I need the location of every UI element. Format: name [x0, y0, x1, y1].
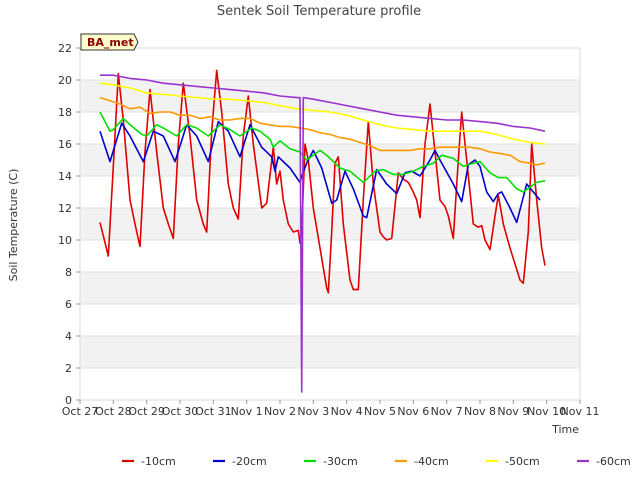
grid-band	[80, 208, 580, 240]
x-tick-label: Nov 7	[431, 405, 463, 418]
x-tick-label: Nov 9	[497, 405, 529, 418]
x-tick-label: Nov 3	[297, 405, 329, 418]
y-tick-label: 8	[65, 266, 72, 279]
y-tick-label: 22	[58, 42, 72, 55]
x-tick-label: Oct 30	[162, 405, 199, 418]
y-axis: 0 2 4 6 8 10 12 14 16 18 20 22	[58, 42, 80, 407]
x-tick-label: Nov 4	[331, 405, 363, 418]
grid-band	[80, 272, 580, 304]
x-axis-label: Time	[551, 423, 579, 436]
series-line-minus-50cm	[99, 82, 546, 145]
series-line-minus-30cm	[99, 111, 546, 193]
y-tick-label: 16	[58, 138, 72, 151]
x-tick-label: Oct 28	[95, 405, 132, 418]
x-tick-label: Nov 6	[397, 405, 429, 418]
legend-label: -30cm	[323, 455, 358, 468]
x-tick-label: Oct 27	[62, 405, 99, 418]
series-line-minus-10cm	[99, 69, 546, 294]
y-tick-label: 20	[58, 74, 72, 87]
grid-band	[80, 144, 580, 176]
y-tick-label: 6	[65, 298, 72, 311]
series-line-minus-40cm	[99, 96, 546, 166]
x-tick-label: Nov 10	[527, 405, 566, 418]
y-tick-label: 4	[65, 330, 72, 343]
legend: -10cm -20cm -30cm -40cm -50cm -60cm	[122, 455, 631, 468]
y-tick-label: 18	[58, 106, 72, 119]
grid-band	[80, 336, 580, 368]
legend-label: -10cm	[141, 455, 176, 468]
site-badge-box	[80, 33, 139, 51]
y-tick-label: 10	[58, 234, 72, 247]
x-tick-label: Nov 11	[561, 405, 600, 418]
plot-frame	[79, 47, 581, 401]
chart-title: Sentek Soil Temperature profile	[217, 4, 421, 19]
legend-label: -40cm	[414, 455, 449, 468]
site-badge: BA_met	[80, 33, 139, 51]
x-tick-label: Nov 1	[231, 405, 263, 418]
x-tick-label: Oct 31	[195, 405, 232, 418]
legend-label: -60cm	[596, 455, 631, 468]
grid-band	[80, 80, 580, 112]
series-lines	[99, 69, 546, 393]
y-tick-label: 12	[58, 202, 72, 215]
y-tick-label: 0	[65, 394, 72, 407]
x-tick-label: Oct 29	[128, 405, 165, 418]
legend-label: -50cm	[505, 455, 540, 468]
series-line-minus-20cm	[99, 120, 541, 224]
y-axis-label: Soil Temperature (C)	[7, 169, 20, 282]
x-tick-label: Nov 8	[464, 405, 496, 418]
series-line-minus-60cm	[100, 74, 546, 393]
legend-label: -20cm	[232, 455, 267, 468]
x-tick-label: Nov 2	[264, 405, 296, 418]
site-badge-label: BA_met	[87, 36, 134, 49]
x-tick-label: Nov 5	[364, 405, 396, 418]
y-tick-label: 14	[58, 170, 72, 183]
y-tick-label: 2	[65, 362, 72, 375]
grid-bands	[80, 80, 580, 368]
